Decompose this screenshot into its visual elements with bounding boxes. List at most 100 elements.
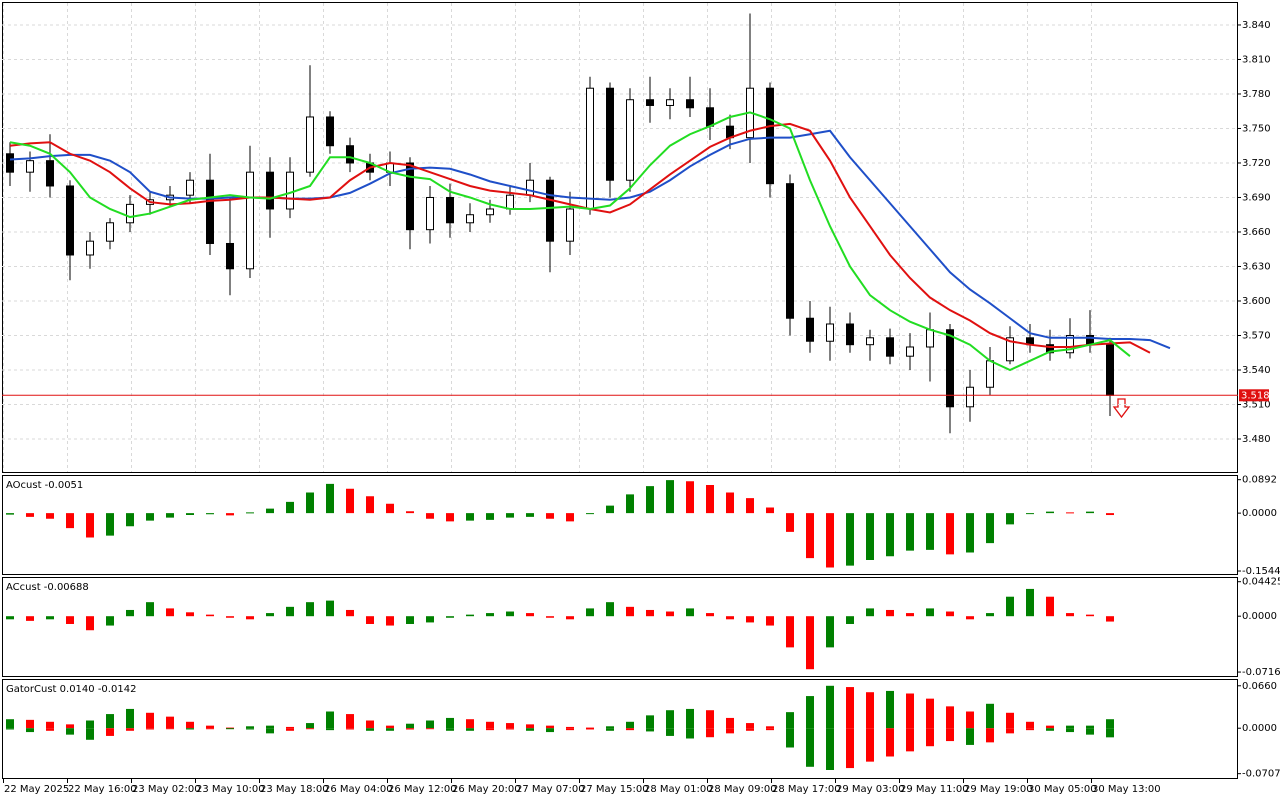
histogram-bar bbox=[1006, 596, 1014, 617]
candle-body bbox=[426, 196, 434, 231]
candle-body bbox=[806, 317, 814, 342]
gator-lower-bar bbox=[1006, 728, 1014, 734]
histogram-bar bbox=[966, 616, 974, 620]
y-tick-label: 3.810 bbox=[1242, 54, 1271, 65]
gator-upper-bar bbox=[726, 717, 734, 729]
gator-upper-bar bbox=[886, 690, 894, 729]
candle-body bbox=[686, 99, 694, 109]
candle-body bbox=[446, 196, 454, 224]
x-tick-label: 26 May 20:00 bbox=[452, 784, 521, 795]
x-tick-label: 30 May 13:00 bbox=[1092, 784, 1161, 795]
histogram-bar bbox=[206, 614, 214, 617]
y-tick-label: 3.780 bbox=[1242, 89, 1271, 100]
histogram-bar bbox=[1026, 588, 1034, 617]
candle-body bbox=[906, 346, 914, 357]
histogram-bar bbox=[366, 496, 374, 514]
gator-upper-bar bbox=[906, 693, 914, 729]
candle-body bbox=[266, 171, 274, 210]
histogram-bar bbox=[1066, 613, 1074, 617]
candle-body bbox=[206, 179, 214, 244]
gator-lower-bar bbox=[466, 728, 474, 731]
gator-lower-bar bbox=[126, 728, 134, 731]
histogram-bar bbox=[66, 513, 74, 529]
histogram-bar bbox=[1006, 513, 1014, 525]
histogram-bar bbox=[926, 513, 934, 550]
histogram-bar bbox=[146, 513, 154, 521]
gator-upper-bar bbox=[766, 726, 774, 729]
histogram-bar bbox=[806, 513, 814, 559]
x-tick-label: 30 May 05:00 bbox=[1028, 784, 1097, 795]
gator-panel-frame bbox=[2, 679, 1238, 779]
candle-body bbox=[346, 145, 354, 164]
gator-upper-bar bbox=[106, 714, 114, 729]
y-tick-label: 0.0000 bbox=[1242, 723, 1277, 734]
gator-upper-bar bbox=[1026, 721, 1034, 729]
x-tick-label: 26 May 12:00 bbox=[388, 784, 457, 795]
histogram-bar bbox=[726, 492, 734, 514]
gator-upper-bar bbox=[966, 711, 974, 729]
histogram-bar bbox=[706, 485, 714, 514]
gator-lower-bar bbox=[686, 728, 694, 739]
candle-body bbox=[1106, 344, 1114, 396]
gator-lower-bar bbox=[846, 728, 854, 769]
indicator-title: AOcust -0.0051 bbox=[6, 480, 83, 491]
gator-upper-bar bbox=[746, 723, 754, 729]
histogram-bar bbox=[766, 616, 774, 626]
candle-body bbox=[646, 99, 654, 106]
gator-lower-bar bbox=[426, 728, 434, 730]
gator-lower-bar bbox=[726, 728, 734, 734]
gator-lower-bar bbox=[826, 728, 834, 770]
x-tick-label: 29 May 19:00 bbox=[964, 784, 1033, 795]
histogram-bar bbox=[1046, 511, 1054, 514]
histogram-bar bbox=[606, 505, 614, 514]
gator-upper-bar bbox=[986, 703, 994, 729]
gator-upper-bar bbox=[386, 725, 394, 729]
gator-lower-bar bbox=[806, 728, 814, 767]
current-price-badge bbox=[1239, 389, 1269, 402]
gator-lower-bar bbox=[246, 728, 254, 730]
gator-lower-bar bbox=[966, 728, 974, 745]
x-tick-label: 26 May 04:00 bbox=[324, 784, 393, 795]
histogram-bar bbox=[266, 508, 274, 514]
y-tick-label: 3.690 bbox=[1242, 192, 1271, 203]
gator-lower-bar bbox=[306, 728, 314, 730]
histogram-bar bbox=[746, 498, 754, 514]
histogram-bar bbox=[846, 616, 854, 624]
gator-upper-bar bbox=[446, 717, 454, 729]
histogram-bar bbox=[506, 611, 514, 617]
gator-upper-bar bbox=[66, 724, 74, 729]
gator-upper-bar bbox=[526, 724, 534, 729]
gator-upper-bar bbox=[1066, 725, 1074, 729]
gator-upper-bar bbox=[406, 723, 414, 729]
gator-upper-bar bbox=[486, 721, 494, 729]
gator-lower-bar bbox=[706, 728, 714, 738]
histogram-bar bbox=[6, 616, 14, 620]
gator-lower-bar bbox=[46, 728, 54, 731]
y-tick-label: 3.720 bbox=[1242, 158, 1271, 169]
candle-body bbox=[1066, 334, 1074, 354]
gator-upper-bar bbox=[606, 726, 614, 729]
histogram-bar bbox=[426, 616, 434, 623]
histogram-bar bbox=[1106, 616, 1114, 622]
x-tick-label: 22 May 2025 bbox=[4, 784, 69, 795]
histogram-bar bbox=[366, 616, 374, 624]
candle-body bbox=[246, 171, 254, 270]
histogram-bar bbox=[986, 513, 994, 544]
histogram-bar bbox=[1066, 512, 1074, 514]
gator-upper-bar bbox=[706, 710, 714, 729]
histogram-bar bbox=[326, 483, 334, 514]
gator-upper-bar bbox=[186, 721, 194, 729]
histogram-bar bbox=[886, 513, 894, 557]
x-tick-label: 27 May 15:00 bbox=[580, 784, 649, 795]
candle-body bbox=[786, 183, 794, 319]
gator-upper-bar bbox=[46, 721, 54, 729]
current-price-label: 3.518 bbox=[1241, 390, 1270, 401]
gator-upper-bar bbox=[1106, 719, 1114, 729]
gator-lower-bar bbox=[646, 728, 654, 732]
histogram-bar bbox=[606, 602, 614, 617]
histogram-bar bbox=[926, 608, 934, 617]
histogram-bar bbox=[26, 616, 34, 621]
gator-lower-bar bbox=[86, 728, 94, 740]
candle-body bbox=[706, 107, 714, 127]
